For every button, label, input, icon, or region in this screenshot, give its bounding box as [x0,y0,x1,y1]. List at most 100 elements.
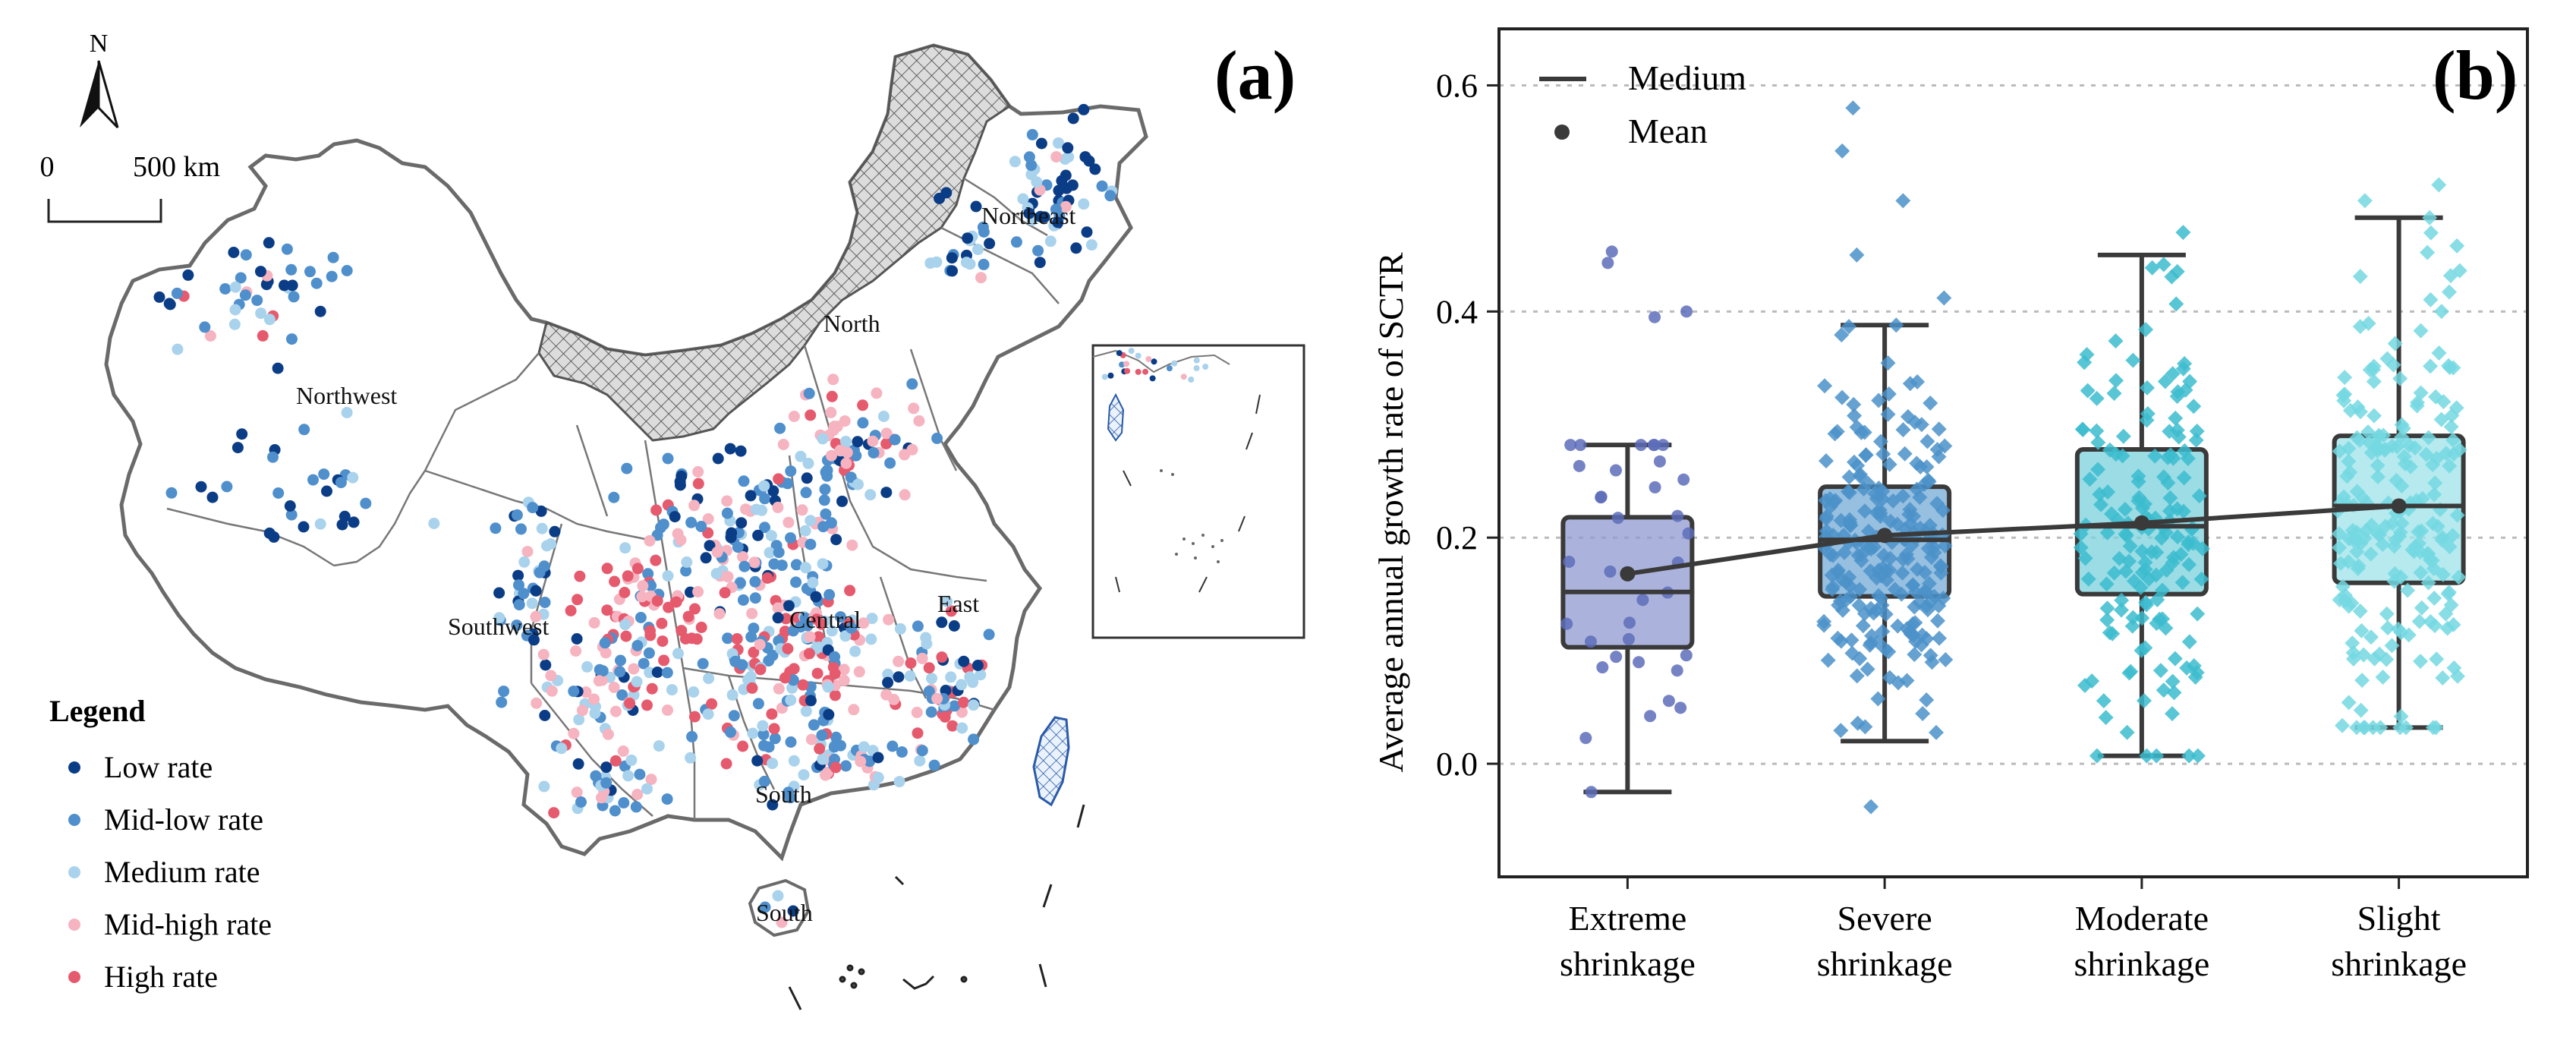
scale-bar: 0 500 km [40,151,220,223]
site-point [813,641,825,654]
x-ticks: Extreme shrinkage Severe shrinkage Moderate s… [1560,877,2467,983]
jitter-point [1856,481,1872,497]
site-point [570,645,582,657]
jitter-point [2366,374,2382,389]
jitter-point [2079,347,2095,363]
site-point [1059,153,1071,165]
jitter-point [2424,553,2440,569]
site-point [229,304,241,316]
site-point [958,655,970,667]
site-point [631,640,644,651]
jitter-point [2139,748,2155,764]
site-point [945,671,957,683]
jitter-point [2098,710,2114,726]
site-point [1193,357,1200,364]
site-point [625,754,638,766]
site-point [1031,176,1043,188]
site-point [240,249,252,261]
site-point [635,612,647,623]
jitter-point [1633,656,1645,669]
site-point [925,706,937,718]
site-point [272,487,285,499]
site-point [590,770,602,782]
site-point [575,796,587,808]
site-point [1066,179,1079,191]
map-panel: Northwest North Northeast Southwest Cent… [40,30,1305,1010]
site-point [675,470,688,482]
site-point [512,569,524,582]
jitter-point [1841,469,1857,485]
jitter-point [2133,579,2149,595]
jitter-point [2431,177,2447,193]
site-point [1053,184,1065,197]
site-point [609,755,622,767]
jitter-point [1844,632,1860,648]
site-point [745,490,757,502]
site-point [1034,257,1046,269]
site-point [685,516,698,528]
jitter-point [1816,613,1832,629]
jitter-point [1895,193,1911,209]
jitter-point [1649,310,1661,323]
site-point [231,442,244,454]
axes [1497,27,2529,878]
site-point [797,679,809,691]
jitter-point [2423,613,2439,629]
site-point [251,295,263,307]
legend-label-mid-high: Mid-high rate [104,907,272,941]
site-point [813,631,824,643]
jitter-point [2440,586,2456,602]
site-point [513,599,525,611]
site-point [228,247,240,258]
site-point [1193,364,1200,371]
jitter-point [2115,428,2131,444]
jitter-point [2089,748,2105,764]
site-point [888,694,900,705]
jitter-point [2430,518,2445,534]
site-point [1135,368,1142,375]
jitter-point [1611,512,1624,525]
jitter-point [2137,640,2153,656]
site-point [1050,151,1063,163]
jitter-point [1894,586,1910,602]
site-point [984,238,996,250]
site-point [599,637,611,649]
jitter-point [2352,603,2368,619]
site-point [239,289,251,301]
site-point [840,760,852,772]
jitter-point [2420,430,2436,446]
site-point [858,741,870,753]
site-point [681,556,693,568]
jitter-point [1833,633,1849,649]
site-point [800,487,812,499]
site-point [889,433,901,446]
legend-swatch-medium [68,866,80,878]
site-point [735,445,747,457]
site-point [916,652,928,664]
jitter-point [2345,532,2361,548]
site-point [855,755,867,768]
site-point [908,402,920,414]
site-point [738,560,751,572]
site-point [799,612,811,624]
site-point [970,200,982,213]
site-point [795,450,807,462]
site-point [736,659,748,671]
site-point [682,610,694,623]
site-point [839,415,851,427]
site-point [263,527,276,539]
jitter-point [1899,673,1915,689]
jitter-point [1858,447,1874,463]
jitter-point [2080,571,2096,587]
site-point [572,594,584,606]
jitter-point [2190,748,2206,764]
site-point [761,572,773,584]
jitter-point [1870,691,1886,707]
site-point [962,232,974,244]
site-point [609,575,621,588]
site-point [758,739,770,752]
jitter-point [2452,263,2467,279]
jitter-point [2411,613,2427,629]
site-point [284,500,296,512]
